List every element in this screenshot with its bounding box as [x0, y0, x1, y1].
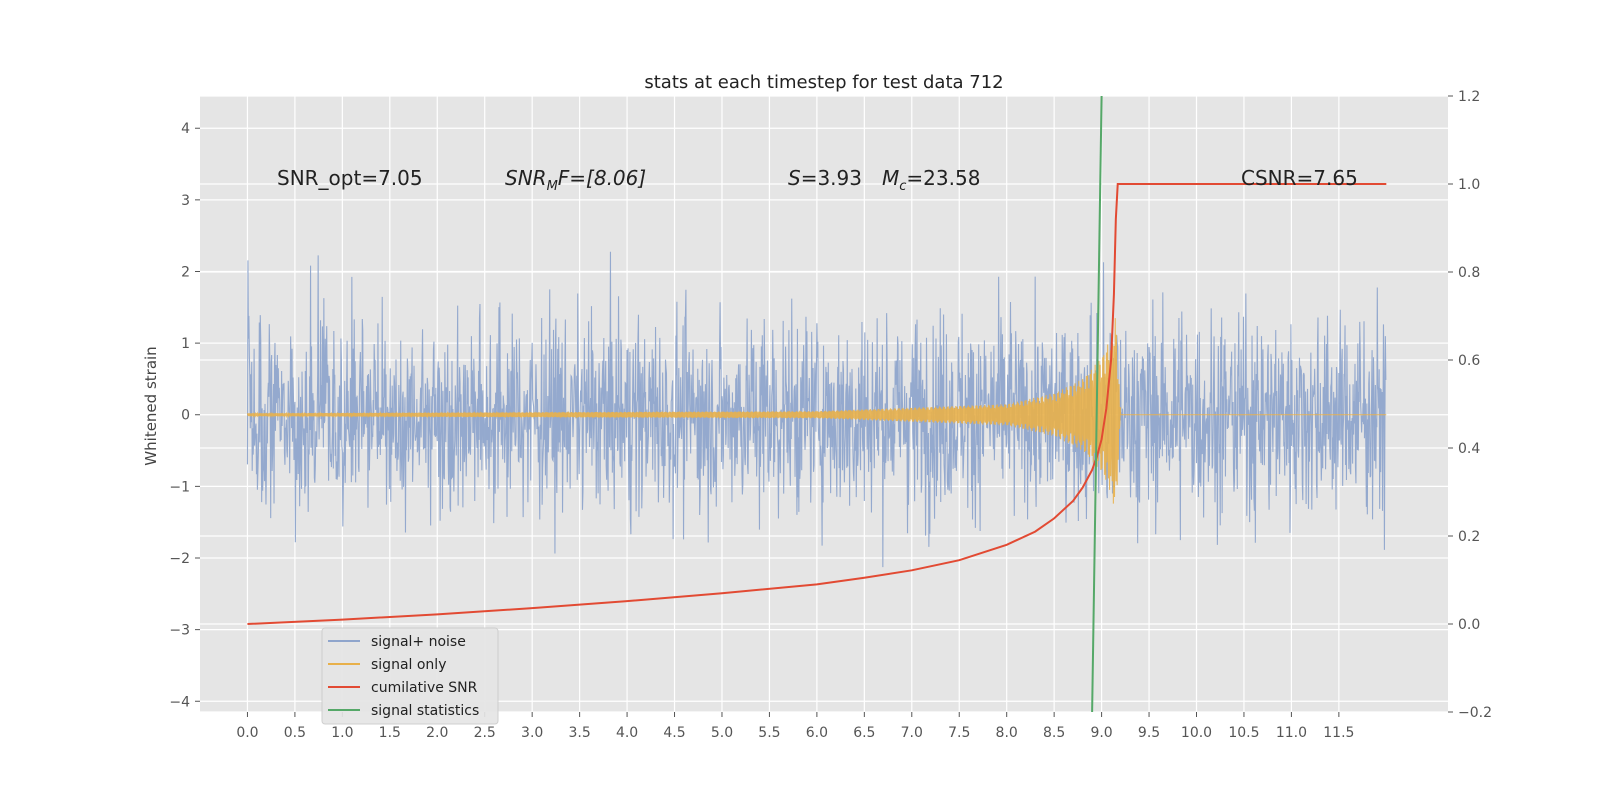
x-tick-label: 5.0: [711, 725, 733, 741]
annotation-snr-opt: SNR_opt=7.05: [277, 166, 423, 190]
y2-tick-label: 0.8: [1458, 265, 1480, 281]
x-tick-label: 1.0: [331, 725, 353, 741]
y-tick-label: 1: [181, 336, 190, 352]
y-tick-label: 0: [181, 408, 190, 424]
y2-tick-label: 1.2: [1458, 89, 1480, 105]
legend-box: [321, 627, 499, 725]
legend-label-signal-statistics: signal statistics: [371, 703, 479, 719]
y2-tick-label: 0.2: [1458, 529, 1480, 545]
x-tick-label: 5.5: [758, 725, 780, 741]
x-tick-label: 9.0: [1090, 725, 1112, 741]
y-tick-label: 3: [181, 193, 190, 209]
y2-tick-label: 0.0: [1458, 617, 1480, 633]
legend-label-signal-only: signal only: [371, 657, 446, 673]
y2-tick-label: 0.6: [1458, 353, 1480, 369]
annotation-mc: Mc=23.58: [882, 166, 980, 194]
signal-only-line: [246, 318, 1387, 504]
cumulative-snr-series: [247, 183, 1387, 625]
x-tick-label: 8.0: [996, 725, 1018, 741]
y-tick-label: −2: [169, 551, 190, 567]
x-tick-label: 0.5: [284, 725, 306, 741]
y2-tick-label: 1.0: [1458, 177, 1480, 193]
x-tick-label: 10.5: [1228, 725, 1259, 741]
y-tick-label: 2: [181, 264, 190, 280]
x-tick-label: 9.5: [1138, 725, 1160, 741]
annotation-s: S=3.93: [788, 166, 862, 190]
signal-statistics-series: [1091, 95, 1103, 713]
x-tick-label: 8.5: [1043, 725, 1065, 741]
y-axis-label: Whitened strain: [142, 346, 160, 465]
x-tick-label: 1.5: [379, 725, 401, 741]
signal-noise-line: [246, 251, 1387, 568]
chart-title: stats at each timestep for test data 712: [644, 72, 1003, 93]
x-tick-label: 6.0: [806, 725, 828, 741]
legend-label-cumulative-snr: cumilative SNR: [371, 680, 478, 696]
signal-noise-series: [246, 251, 1387, 568]
annotation-csnr: CSNR=7.65: [1241, 166, 1358, 190]
x-tick-label: 11.0: [1276, 725, 1307, 741]
x-tick-label: 7.0: [901, 725, 923, 741]
y2-tick-label: −0.2: [1458, 705, 1492, 721]
x-tick-label: 3.0: [521, 725, 543, 741]
legend-label-signal-noise: signal+ noise: [371, 634, 466, 650]
x-tick-label: 11.5: [1323, 725, 1354, 741]
x-tick-label: 3.5: [568, 725, 590, 741]
x-tick-label: 2.5: [474, 725, 496, 741]
y-tick-label: −1: [169, 479, 190, 495]
y-tick-label: −4: [169, 694, 190, 710]
x-tick-label: 4.5: [663, 725, 685, 741]
signal-statistics-line: [1091, 95, 1103, 713]
cumulative-snr-line: [247, 183, 1387, 625]
signal-only-series: [246, 318, 1387, 504]
grid: [200, 95, 1448, 713]
y2-tick-label: 0.4: [1458, 441, 1480, 457]
axes: 0.0 0.5 1.0 1.5 2.0 2.5 3.0 3.5 4.0 4.5 5.0 5.5 6.0 6…: [169, 89, 1492, 741]
legend: signal+ noise signal only cumilative SNR…: [321, 627, 499, 725]
annotation-snr-mf: SNRMF=[8.06]: [505, 166, 646, 194]
x-tick-label: 6.5: [853, 725, 875, 741]
x-tick-label: 10.0: [1181, 725, 1212, 741]
y-tick-label: 4: [181, 121, 190, 137]
y-tick-label: −3: [169, 623, 190, 639]
x-tick-label: 7.5: [948, 725, 970, 741]
x-tick-label: 0.0: [236, 725, 258, 741]
x-tick-label: 2.0: [426, 725, 448, 741]
x-tick-label: 4.0: [616, 725, 638, 741]
